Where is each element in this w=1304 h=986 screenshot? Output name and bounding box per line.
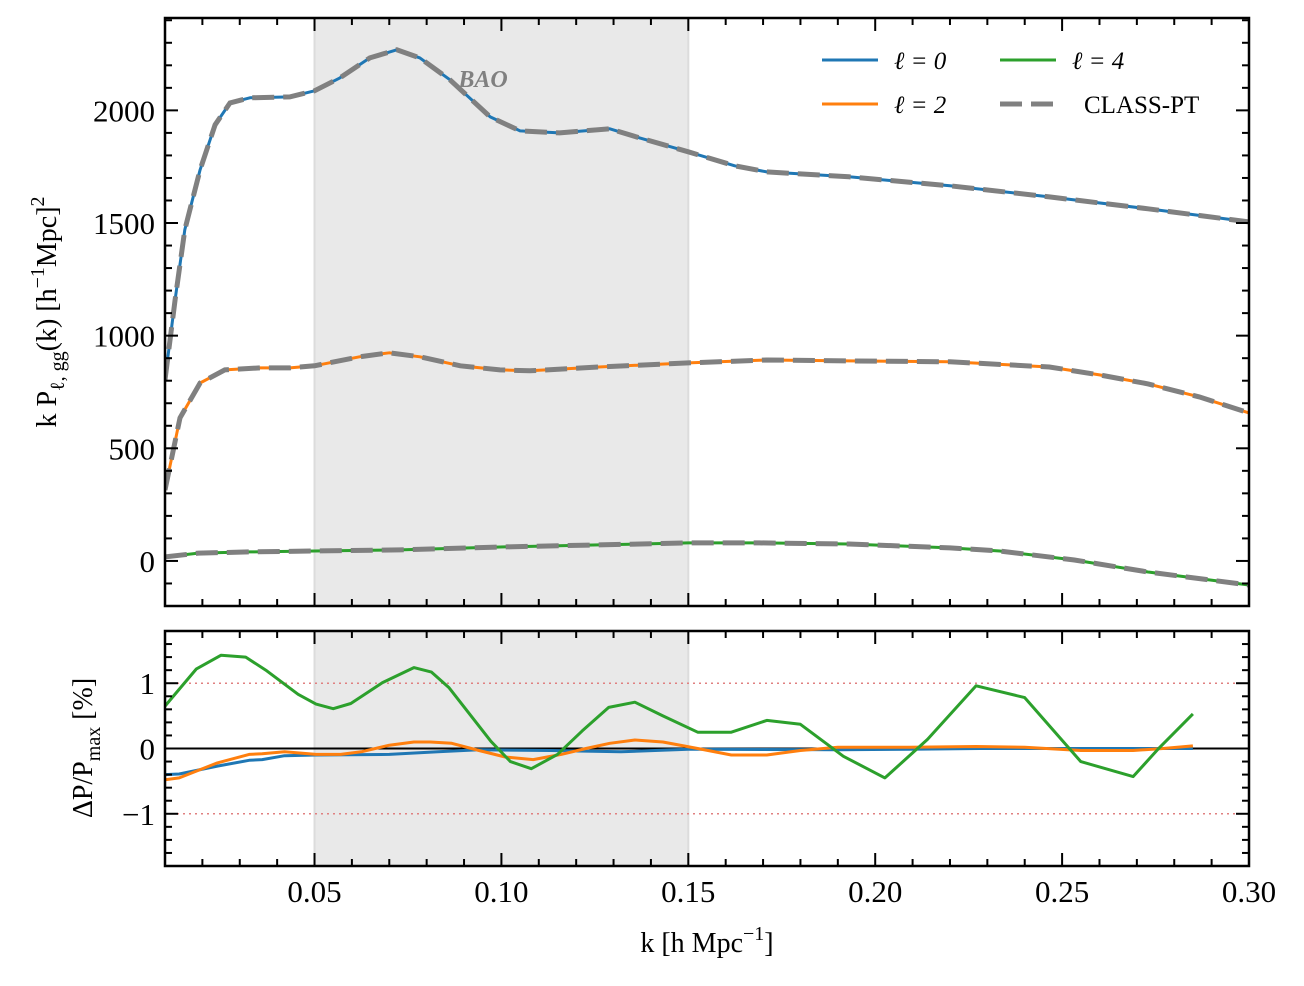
class-pt-dashed-line — [165, 47, 1249, 381]
label-part: max — [83, 727, 105, 761]
legend-label: ℓ = 0 — [894, 48, 947, 75]
x-tick-label: 0.15 — [661, 874, 715, 909]
plot-area — [165, 631, 1249, 866]
series-line-ℓ4 — [165, 653, 1194, 780]
x-axis-label: k [h Mpc−1​] — [640, 923, 773, 959]
legend-label: ℓ = 2 — [894, 92, 946, 119]
label-part: (k) [h — [32, 288, 63, 351]
x-tick-label: 0.25 — [1035, 874, 1089, 909]
series-line-ℓ2 — [165, 738, 1194, 782]
series-line-ℓ0 — [165, 747, 1193, 777]
y-tick-label: 0 — [140, 732, 156, 767]
bottom-y-axis-label: ΔP/Pmax​ [%] — [68, 678, 105, 818]
x-tick-label: 0.10 — [474, 874, 528, 909]
bao-annotation: BAO — [457, 67, 507, 93]
legend: ℓ = 0 ℓ = 2 ℓ = 4 CLASS-PT — [822, 48, 1199, 119]
label-part: ΔP/P — [68, 761, 99, 818]
axes-frame — [163, 16, 1251, 608]
label-part: 2 — [27, 196, 49, 206]
residual-panel: 0.05 0.10 0.15 0.20 0.25 0.30 −1 0 1 — [122, 629, 1276, 909]
y-tick-label: 500 — [109, 431, 156, 466]
label-part: ℓ, gg — [47, 351, 69, 391]
label-part: [%] — [68, 678, 99, 727]
label-part: Mpc] — [32, 206, 63, 267]
y-tick-label: 0 — [140, 544, 156, 579]
legend-label: CLASS-PT — [1084, 92, 1199, 119]
label-part: k [h Mpc — [640, 928, 743, 959]
plot-area — [165, 18, 1249, 606]
x-tick-label: 0.30 — [1222, 874, 1276, 909]
label-part: k P — [32, 391, 63, 428]
bao-shaded-region — [314, 18, 689, 606]
y-tick-label: 1500 — [93, 206, 155, 241]
top-panel: 0 500 1000 1500 2000 — [93, 16, 1251, 608]
class-pt-dashed-line — [165, 540, 1249, 588]
label-part: ] — [764, 928, 773, 959]
y-tick-label: −1 — [122, 797, 155, 832]
label-part: −1 — [27, 267, 49, 288]
label-part: −1 — [743, 923, 764, 945]
x-tick-label: 0.20 — [848, 874, 902, 909]
y-tick-label: 1000 — [93, 319, 155, 354]
y-tick-label: 1 — [140, 666, 156, 701]
y-tick-label: 2000 — [93, 93, 155, 128]
class-pt-dashed-line — [165, 350, 1249, 491]
legend-label: ℓ = 4 — [1072, 48, 1124, 75]
top-y-axis-label: k Pℓ, gg​(k) [h−1​Mpc]2​ — [27, 196, 69, 427]
x-tick-label: 0.05 — [287, 874, 341, 909]
